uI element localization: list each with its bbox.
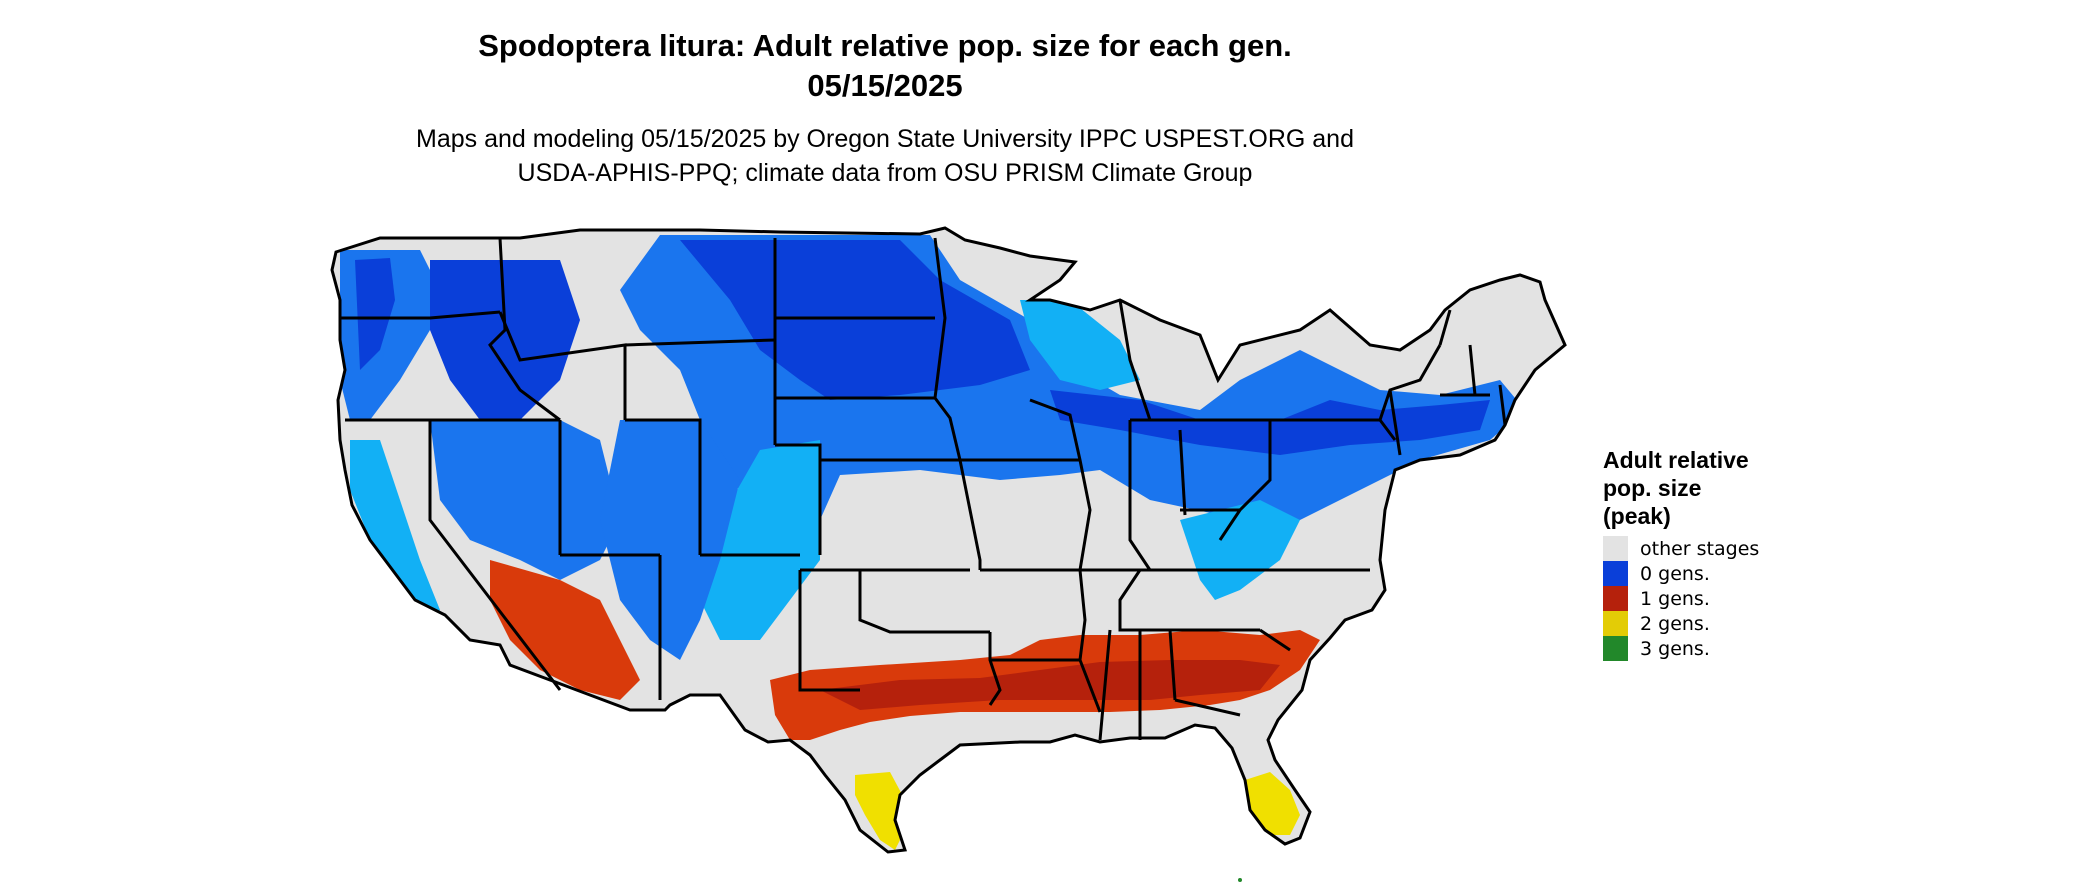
zone-0-gens-appalachia xyxy=(1180,500,1300,600)
legend-item-2-gens: 2 gens. xyxy=(1603,611,1823,636)
map-subtitle-line-1: Maps and modeling 05/15/2025 by Oregon S… xyxy=(416,125,1354,153)
map-subtitle-line-2: USDA-APHIS-PPQ; climate data from OSU PR… xyxy=(517,159,1253,187)
map-title: Spodoptera litura: Adult relative pop. s… xyxy=(0,26,1770,106)
legend-item-3-gens: 3 gens. xyxy=(1603,636,1823,661)
zone-0-gens-light-edge-east xyxy=(1020,300,1140,390)
zone-0-gens-cascades-dark xyxy=(355,258,395,370)
legend-label: 0 gens. xyxy=(1640,562,1710,585)
legend: Adult relative pop. size (peak) other st… xyxy=(1603,446,1823,661)
state-borders xyxy=(330,226,1567,854)
dot-3-gens xyxy=(1238,878,1242,882)
legend-swatch xyxy=(1603,536,1628,561)
zone-0-gens-sierra xyxy=(350,440,440,625)
zone-0-gens-idaho-montana xyxy=(430,260,580,420)
map-subtitle: Maps and modeling 05/15/2025 by Oregon S… xyxy=(0,122,1770,190)
zone-0-gens-rockies xyxy=(600,420,740,660)
legend-item-other-stages: other stages xyxy=(1603,536,1823,561)
legend-title-line-1: Adult relative xyxy=(1603,447,1749,473)
us-outline xyxy=(330,226,1567,854)
legend-title-line-3: (peak) xyxy=(1603,503,1671,529)
legend-title: Adult relative pop. size (peak) xyxy=(1603,446,1823,530)
legend-swatch xyxy=(1603,611,1628,636)
legend-swatch xyxy=(1603,586,1628,611)
zone-0-gens-light-south-plains xyxy=(700,440,820,640)
map-title-line-2: 05/15/2025 xyxy=(807,68,963,103)
legend-swatch xyxy=(1603,561,1628,586)
legend-item-1-gens: 1 gens. xyxy=(1603,586,1823,611)
legend-label: 2 gens. xyxy=(1640,612,1710,635)
zone-2-gens-south-florida xyxy=(1245,772,1300,835)
zone-2-gens-south-texas xyxy=(855,772,905,850)
zone-1-gens-southern-dark xyxy=(820,660,1280,710)
legend-item-0-gens: 0 gens. xyxy=(1603,561,1823,586)
zone-1-gens-desert-southwest xyxy=(490,560,640,700)
zone-0-gens-great-basin xyxy=(430,420,620,580)
generation-overlay xyxy=(340,235,1525,850)
legend-label: 1 gens. xyxy=(1640,587,1710,610)
legend-swatch xyxy=(1603,636,1628,661)
legend-title-line-2: pop. size xyxy=(1603,475,1702,501)
map-title-line-1: Spodoptera litura: Adult relative pop. s… xyxy=(478,28,1292,63)
legend-label: other stages xyxy=(1640,537,1760,560)
zone-0-gens-dakotas-dark xyxy=(680,240,1030,400)
legend-label: 3 gens. xyxy=(1640,637,1710,660)
